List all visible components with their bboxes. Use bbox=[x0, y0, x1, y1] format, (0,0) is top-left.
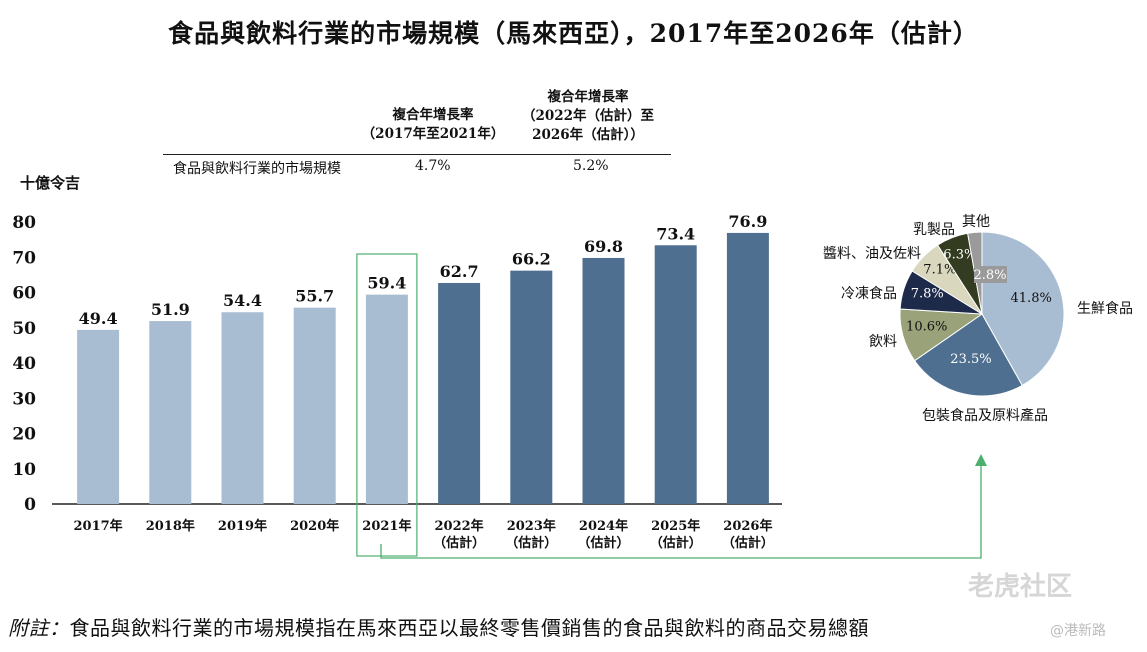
bar-chart: 0 10 20 30 40 50 60 70 80 49.4 2017年 51.9 2018年 54.4 2… bbox=[12, 212, 782, 557]
x-tick-label: 2017年 bbox=[74, 518, 123, 534]
y-tick-label: 50 bbox=[12, 319, 36, 339]
pie-value-label: 2.8% bbox=[973, 268, 1006, 283]
cagr-value-2022-2026: 5.2% bbox=[573, 158, 609, 174]
pie-value-label: 10.6% bbox=[906, 319, 947, 334]
bar bbox=[149, 321, 192, 504]
cagr-header-2017-2021: 複合年增長率 （2017年至2021年） bbox=[361, 107, 505, 142]
y-tick-label: 20 bbox=[12, 425, 36, 445]
bar bbox=[582, 257, 625, 504]
bar bbox=[293, 307, 336, 504]
pie-chart: 41.8% 生鮮食品 23.5% 包裝食品及原料產品 10.6% 飲料 7.8% 冷凍食品 7.… bbox=[823, 214, 1133, 424]
cagr-row-label: 食品與飲料行業的市場規模 bbox=[173, 161, 341, 177]
x-tick-label: 2019年 bbox=[218, 518, 267, 534]
bar-value-label: 51.9 bbox=[151, 300, 190, 319]
cagr-header-2022-2026: 複合年增長率 （2022年（估計）至 2026年（估計）） bbox=[521, 89, 655, 143]
pie-value-label-bg bbox=[974, 266, 1007, 283]
footnote-prefix: 附註： bbox=[8, 616, 70, 640]
bar-value-label: 69.8 bbox=[584, 237, 623, 256]
x-tick-label: 2025年（估計） bbox=[650, 518, 702, 551]
bar-value-label: 76.9 bbox=[728, 212, 767, 231]
footnote-text: 食品與飲料行業的市場規模指在馬來西亞以最終零售價銷售的食品與飲料的商品交易總額 bbox=[69, 616, 869, 640]
y-tick-label: 0 bbox=[24, 495, 36, 515]
footnote: 附註：食品與飲料行業的市場規模指在馬來西亞以最終零售價銷售的食品與飲料的商品交易… bbox=[8, 612, 869, 641]
pie-category-label: 飲料 bbox=[869, 334, 897, 350]
pie-category-label: 醬料、油及佐料 bbox=[823, 245, 921, 262]
bar-value-label: 55.7 bbox=[295, 287, 334, 306]
pie-category-label: 包裝食品及原料產品 bbox=[922, 407, 1048, 424]
x-tick-label: 2022年（估計） bbox=[433, 518, 485, 551]
pie-value-label: 41.8% bbox=[1011, 291, 1052, 306]
bar-value-label: 66.2 bbox=[512, 250, 551, 269]
bar bbox=[726, 232, 769, 505]
bar-value-label: 49.4 bbox=[79, 309, 118, 328]
y-tick-label: 80 bbox=[12, 213, 36, 233]
pie-category-label: 生鮮食品 bbox=[1077, 300, 1133, 317]
watermark-logo: 老虎社区 bbox=[968, 572, 1073, 602]
pie-value-label: 7.1% bbox=[923, 263, 956, 278]
y-tick-label: 70 bbox=[12, 248, 36, 268]
pie-category-label: 冷凍食品 bbox=[841, 285, 897, 302]
x-tick-label: 2023年（估計） bbox=[505, 518, 557, 551]
bar-value-label: 73.4 bbox=[656, 224, 695, 243]
x-tick-label: 2018年 bbox=[146, 518, 195, 534]
pie-value-label: 23.5% bbox=[950, 352, 991, 367]
pie-slice bbox=[913, 313, 1023, 397]
chart-title: 食品與飲料行業的市場規模（馬來西亞），2017年至2026年（估計） bbox=[168, 19, 979, 48]
bar bbox=[438, 282, 481, 504]
bar-value-label: 62.7 bbox=[440, 262, 479, 281]
bar bbox=[365, 294, 408, 504]
pie-category-label: 乳製品 bbox=[913, 222, 955, 238]
bar bbox=[221, 312, 264, 504]
cagr-value-2017-2021: 4.7% bbox=[415, 158, 451, 174]
pie-value-label: 6.3% bbox=[943, 248, 976, 263]
bar-value-label: 59.4 bbox=[367, 274, 406, 293]
x-tick-label: 2021年 bbox=[362, 518, 411, 534]
pie-value-label: 7.8% bbox=[911, 287, 944, 302]
cagr-table-rule bbox=[163, 154, 671, 155]
y-tick-label: 60 bbox=[12, 284, 36, 304]
x-tick-label: 2026年（估計） bbox=[722, 518, 774, 551]
bar bbox=[510, 270, 553, 504]
bar-value-label: 54.4 bbox=[223, 291, 262, 310]
y-tick-label: 30 bbox=[12, 389, 36, 409]
y-axis-unit-label: 十億令吉 bbox=[20, 174, 81, 192]
x-tick-label: 2020年 bbox=[290, 518, 339, 534]
bar bbox=[77, 329, 120, 504]
pie-category-label: 其他 bbox=[962, 214, 990, 230]
y-tick-label: 10 bbox=[12, 460, 36, 480]
y-tick-label: 40 bbox=[12, 354, 36, 374]
bar bbox=[654, 245, 697, 504]
watermark-handle: @港新路 bbox=[1050, 623, 1106, 639]
x-tick-label: 2024年（估計） bbox=[577, 518, 629, 551]
